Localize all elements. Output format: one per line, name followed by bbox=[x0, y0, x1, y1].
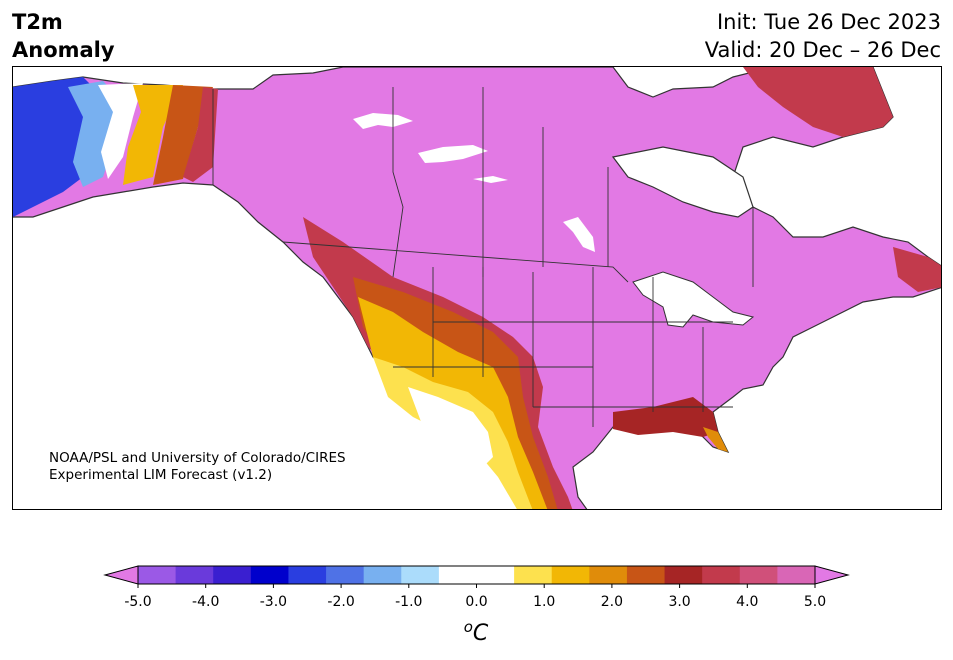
title-line-2: Anomaly bbox=[12, 38, 115, 62]
colorbar-bin bbox=[476, 566, 515, 584]
great-bear-lake bbox=[353, 113, 413, 129]
colorbar-bin bbox=[438, 566, 477, 584]
colorbar: -5.0 -4.0 -3.0 -2.0 -1.0 0.0 1.0 2.0 3.0 4.0 5.0 o… bbox=[0, 560, 953, 656]
colorbar-tick-label: -3.0 bbox=[260, 594, 287, 610]
colorbar-svg: -5.0 -4.0 -3.0 -2.0 -1.0 0.0 1.0 2.0 3.0 4.0 5.0 o… bbox=[103, 565, 850, 646]
great-lakes bbox=[632, 271, 755, 328]
lake-winnipeg bbox=[563, 217, 595, 252]
init-date: Init: Tue 26 Dec 2023 bbox=[716, 10, 941, 34]
alaska-red-zone bbox=[183, 87, 218, 182]
credit-text: NOAA/PSL and University of Colorado/CIRE… bbox=[49, 450, 346, 484]
colorbar-tick-label: 1.0 bbox=[533, 594, 555, 610]
map-canvas bbox=[13, 67, 941, 509]
colorbar-high-extend bbox=[814, 565, 850, 585]
credit-line-1: NOAA/PSL and University of Colorado/CIRE… bbox=[49, 450, 346, 466]
title-line-1: T2m bbox=[12, 10, 63, 34]
colorbar-bin bbox=[401, 566, 440, 584]
hudson-bay bbox=[611, 146, 754, 218]
alaska-hot-zone bbox=[153, 85, 213, 185]
colorbar-bin bbox=[213, 566, 252, 584]
colorbar-tick-label: 3.0 bbox=[668, 594, 690, 610]
colorbar-bin bbox=[702, 566, 741, 584]
valid-range: Valid: 20 Dec – 26 Dec bbox=[704, 38, 941, 62]
alaska-warm-zone bbox=[123, 85, 183, 185]
colorbar-bin bbox=[175, 566, 214, 584]
colorbar-bin bbox=[739, 566, 778, 584]
southeast-amber-zone bbox=[703, 427, 728, 452]
colorbar-ticks: -5.0 -4.0 -3.0 -2.0 -1.0 0.0 1.0 2.0 3.0 4.0 5.0 bbox=[124, 584, 826, 610]
colorbar-bin bbox=[589, 566, 628, 584]
colorbar-bin bbox=[551, 566, 590, 584]
credit-line-2: Experimental LIM Forecast (v1.2) bbox=[49, 467, 273, 483]
colorbar-tick-label: -1.0 bbox=[395, 594, 422, 610]
colorbar-bin bbox=[250, 566, 289, 584]
map-title: T2m Anomaly bbox=[12, 8, 115, 64]
unit-base: C bbox=[473, 621, 489, 646]
forecast-dates: Init: Tue 26 Dec 2023 Valid: 20 Dec – 26… bbox=[705, 8, 941, 64]
colorbar-tick-label: 4.0 bbox=[736, 594, 758, 610]
colorbar-bin bbox=[514, 566, 553, 584]
political-boundaries bbox=[212, 87, 754, 427]
colorbar-bins bbox=[138, 566, 816, 584]
colorbar-tick-label: -4.0 bbox=[192, 594, 219, 610]
colorbar-tick-label: -2.0 bbox=[327, 594, 354, 610]
alaska-neutral-zone bbox=[98, 83, 143, 179]
colorbar-bin bbox=[777, 566, 816, 584]
great-slave-lake bbox=[418, 145, 488, 163]
colorbar-tick-label: -5.0 bbox=[124, 594, 151, 610]
colorbar-bin bbox=[626, 566, 666, 584]
alaska-cool-zone bbox=[68, 81, 123, 187]
unit-superscript: o bbox=[464, 618, 473, 636]
southwest-neutral-zone bbox=[408, 387, 493, 467]
colorbar-tick-label: 0.0 bbox=[465, 594, 487, 610]
labrador-red-zone bbox=[893, 247, 941, 292]
colorbar-bin bbox=[288, 566, 327, 584]
colorbar-tick-label: 5.0 bbox=[804, 594, 826, 610]
greenland-red-zone bbox=[743, 67, 893, 137]
colorbar-low-extend bbox=[103, 565, 139, 585]
colorbar-bin bbox=[363, 566, 402, 584]
colorbar-bin bbox=[138, 566, 177, 584]
lake-athabasca bbox=[473, 176, 508, 183]
colorbar-bin bbox=[664, 566, 703, 584]
colorbar-bin bbox=[326, 566, 365, 584]
anomaly-map bbox=[12, 66, 942, 510]
colorbar-tick-label: 2.0 bbox=[601, 594, 623, 610]
colorbar-unit: oC bbox=[464, 618, 489, 646]
